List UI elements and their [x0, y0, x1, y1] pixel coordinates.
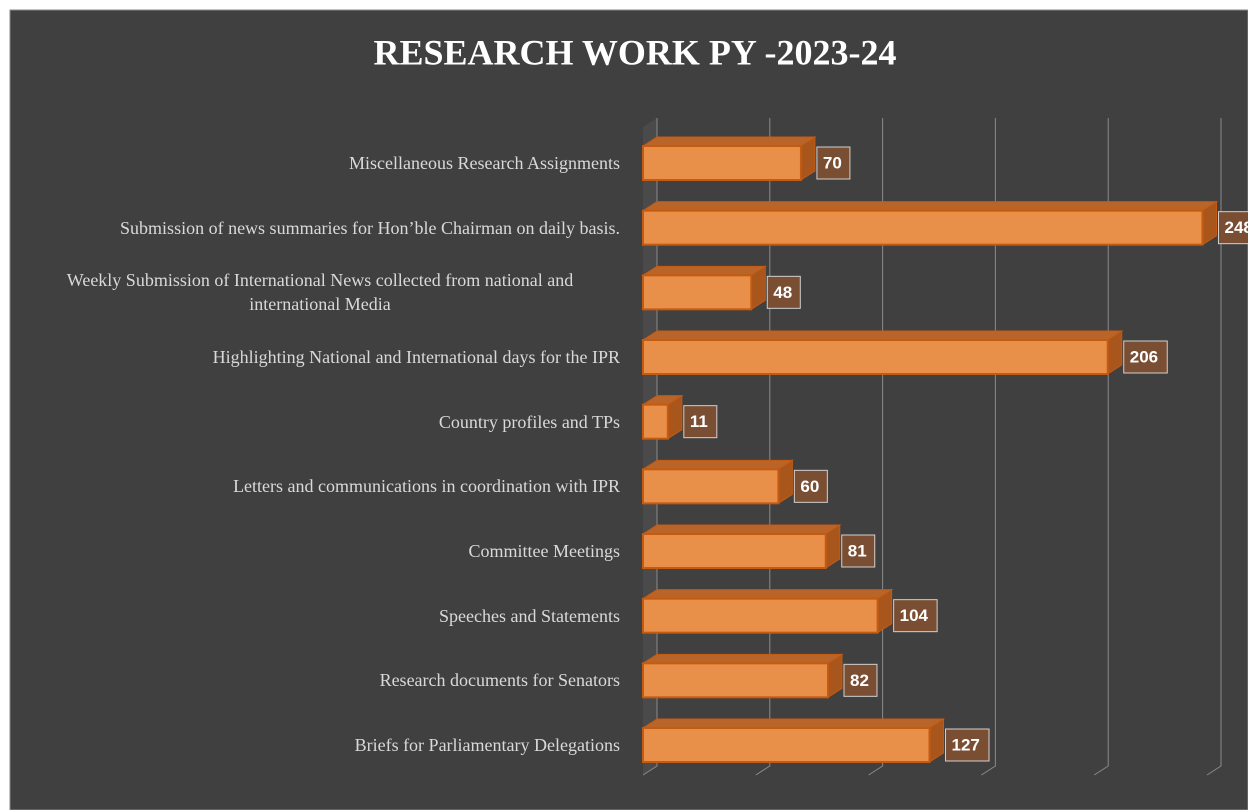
value-label-box — [1123, 340, 1168, 374]
category-label: Letters and communications in coordinati… — [233, 476, 620, 497]
bar — [641, 330, 1124, 375]
value-label-box — [766, 275, 801, 309]
bar-top — [641, 653, 844, 664]
category-label: Submission of news summaries for Hon’ble… — [120, 217, 620, 238]
category-label: Weekly Submission of International News … — [66, 270, 574, 315]
bar — [641, 265, 767, 311]
bar-top — [641, 136, 817, 147]
value-label-box — [893, 599, 938, 633]
bar-front — [642, 145, 802, 181]
bar — [641, 588, 894, 634]
value-label-box — [841, 534, 876, 568]
category-label: Country profiles and TPs — [438, 411, 620, 432]
bar-front — [642, 403, 669, 440]
grid-line — [1206, 118, 1222, 776]
value-label: 70 — [823, 153, 842, 172]
bar — [641, 718, 946, 763]
value-label: 127 — [952, 735, 980, 754]
value-label-box — [945, 728, 990, 762]
value-label: 248 — [1224, 218, 1248, 237]
bar-front — [642, 597, 879, 634]
chart-background — [9, 9, 1248, 810]
chart-title: RESEARCH WORK PY -2023-24 — [373, 32, 896, 72]
value-label-box — [816, 146, 851, 180]
bar-top — [641, 265, 767, 276]
value-label-box — [793, 469, 828, 503]
bar — [641, 459, 795, 505]
category-label: Speeches and Statements — [439, 605, 620, 626]
bar-front — [642, 339, 1109, 375]
bar-front — [642, 274, 753, 311]
value-label: 206 — [1130, 347, 1158, 366]
bar-front — [642, 727, 931, 763]
category-label: Committee Meetings — [468, 541, 620, 561]
category-label: Research documents for Senators — [379, 670, 620, 691]
bar-top — [641, 718, 946, 729]
value-label-box — [1217, 211, 1248, 245]
bar-top — [641, 524, 842, 535]
value-label: 48 — [773, 283, 792, 302]
value-label: 11 — [690, 412, 708, 431]
bar — [641, 200, 1219, 246]
category-label: Miscellaneous Research Assignments — [349, 153, 620, 173]
bar-front — [642, 468, 780, 505]
bar — [641, 653, 844, 699]
bar-front — [642, 533, 827, 569]
value-label-box — [843, 663, 878, 697]
value-label: 82 — [850, 671, 869, 690]
bar-top — [641, 459, 795, 470]
bar — [641, 136, 817, 181]
category-label: Highlighting National and International … — [212, 347, 620, 367]
value-label: 81 — [848, 541, 867, 560]
bar-top — [641, 330, 1124, 341]
bar-front — [642, 209, 1204, 246]
bar-top — [641, 201, 1219, 212]
bar-front — [642, 662, 829, 699]
value-label: 60 — [800, 477, 819, 496]
value-label-box — [683, 405, 718, 439]
bar-top — [641, 589, 894, 600]
value-label: 104 — [900, 606, 929, 625]
category-label: Briefs for Parliamentary Delegations — [354, 735, 620, 755]
bar — [641, 524, 842, 569]
bar — [641, 394, 684, 440]
